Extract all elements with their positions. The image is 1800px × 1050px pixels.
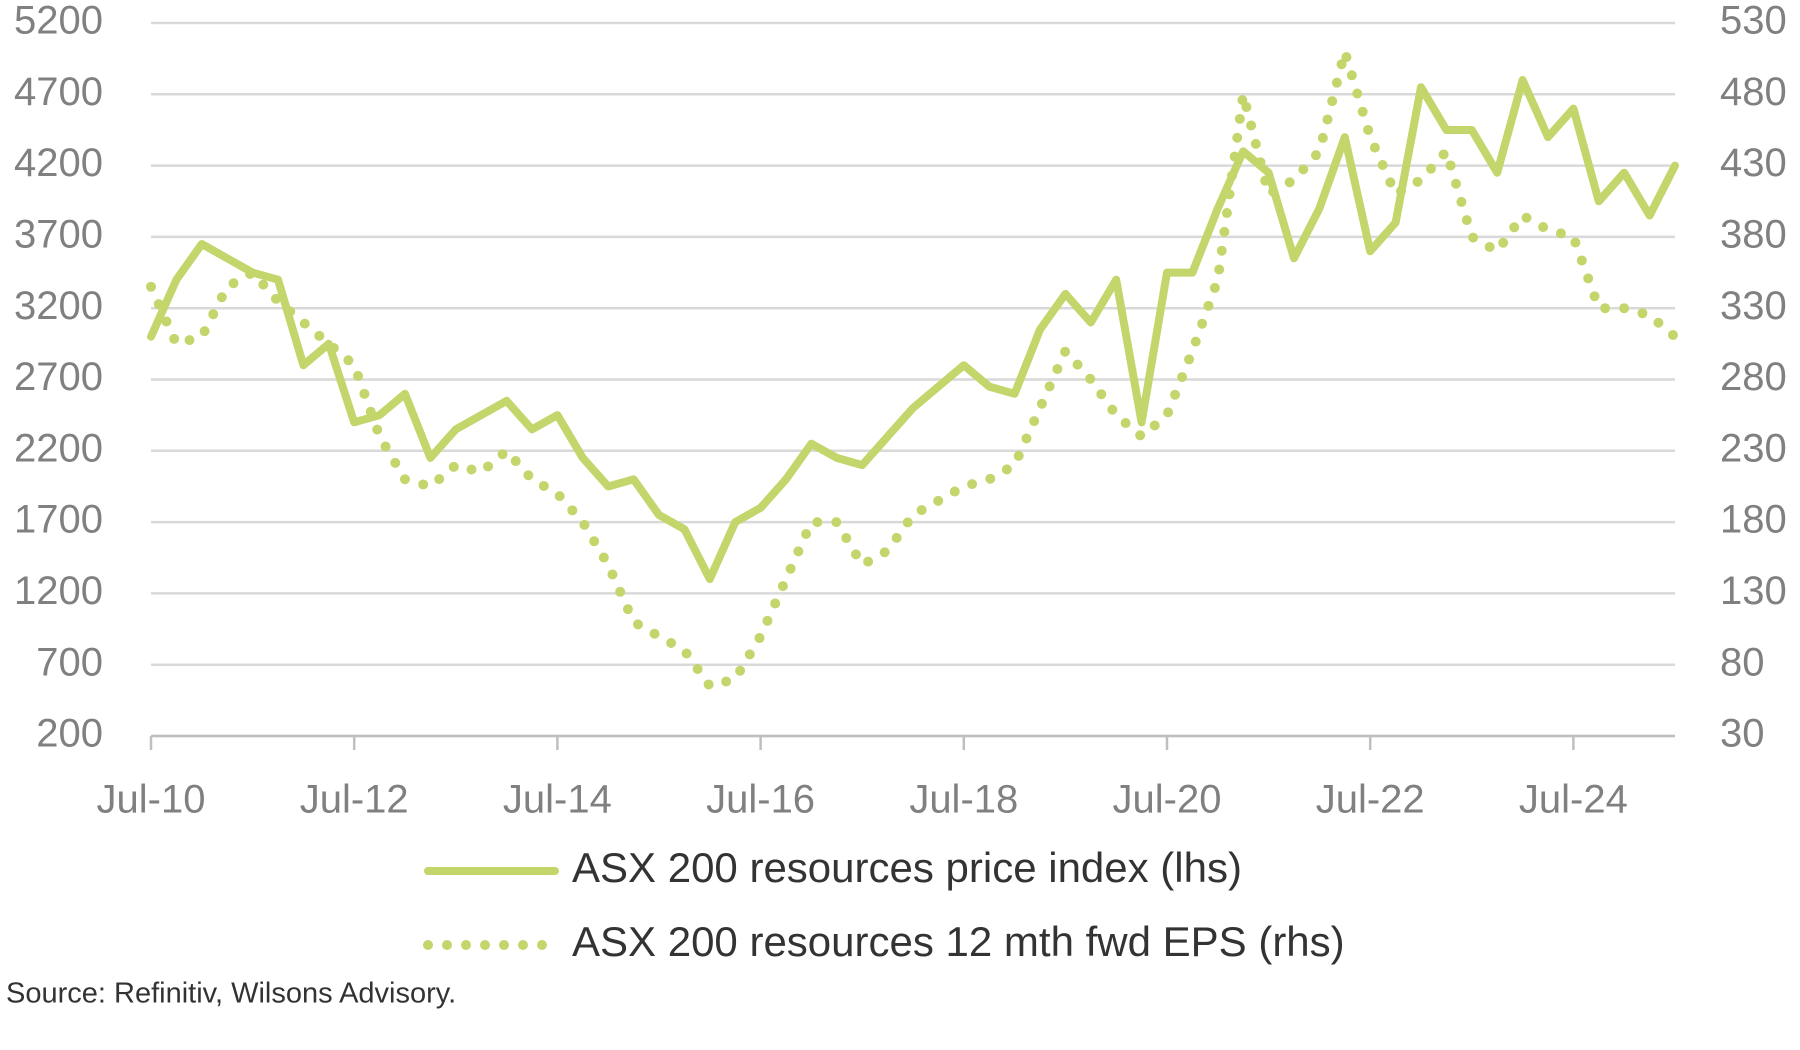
y-tick-label: 4700 [14, 70, 103, 114]
y-tick-label: 5200 [14, 0, 103, 43]
x-tick-label: Jul-24 [1519, 778, 1628, 822]
series-line [147, 76, 1679, 584]
x-tick-label: Jul-20 [1113, 778, 1222, 822]
x-tick-label: Jul-18 [909, 778, 1018, 822]
y-tick-label: 1700 [14, 498, 103, 542]
y2-tick-label: 130 [1720, 569, 1787, 613]
legend-label: ASX 200 resources price index (lhs) [572, 844, 1242, 891]
x-tick-label: Jul-14 [503, 778, 612, 822]
y-tick-label: 700 [36, 640, 103, 684]
y2-tick-label: 180 [1720, 498, 1787, 542]
x-tick-label: Jul-16 [706, 778, 815, 822]
y2-tick-label: 430 [1720, 141, 1787, 185]
y2-tick-label: 530 [1720, 0, 1787, 43]
x-tick-label: Jul-10 [97, 778, 206, 822]
y2-tick-label: 480 [1720, 70, 1787, 114]
y-tick-label: 200 [36, 712, 103, 756]
y-tick-label: 1200 [14, 569, 103, 613]
y-tick-label: 2200 [14, 426, 103, 470]
y2-tick-label: 30 [1720, 712, 1765, 756]
y-tick-label: 2700 [14, 355, 103, 399]
x-tick-label: Jul-12 [300, 778, 409, 822]
y2-tick-label: 80 [1720, 640, 1765, 684]
y-tick-label: 3200 [14, 284, 103, 328]
source-note: Source: Refinitiv, Wilsons Advisory. [6, 978, 456, 1010]
x-tick-label: Jul-22 [1316, 778, 1425, 822]
y2-tick-label: 280 [1720, 355, 1787, 399]
y2-tick-label: 380 [1720, 212, 1787, 256]
y2-tick-label: 330 [1720, 284, 1787, 328]
series-line [146, 32, 1680, 692]
y2-tick-label: 230 [1720, 426, 1787, 470]
y-tick-label: 4200 [14, 141, 103, 185]
legend-label: ASX 200 resources 12 mth fwd EPS (rhs) [572, 918, 1345, 965]
y-tick-label: 3700 [14, 212, 103, 256]
